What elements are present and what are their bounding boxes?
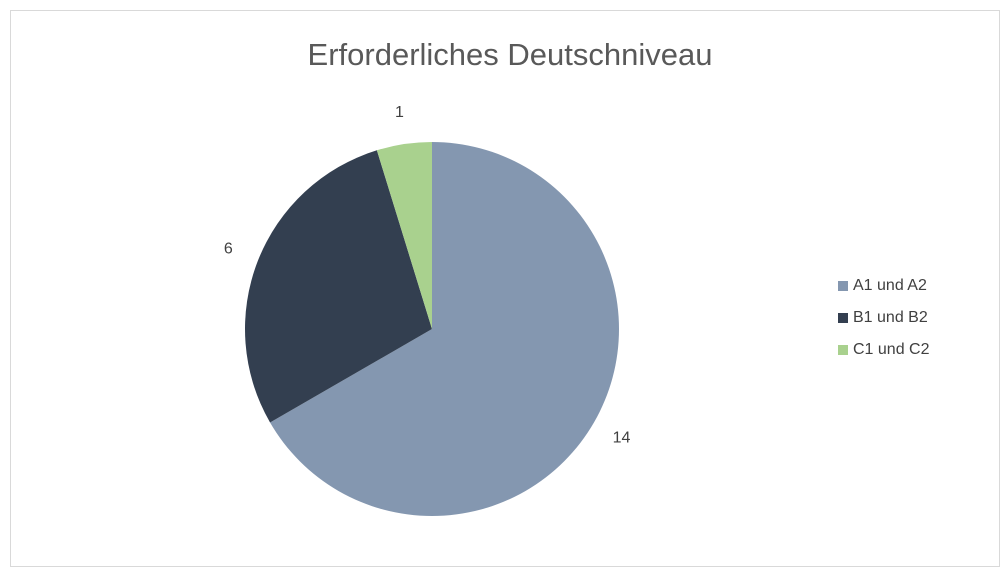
legend-swatch xyxy=(838,281,848,291)
chart-title: Erforderliches Deutschniveau xyxy=(308,37,713,72)
legend-label: A1 und A2 xyxy=(853,277,927,294)
data-label: 14 xyxy=(613,430,631,447)
pie-slice xyxy=(245,150,432,423)
data-label: 1 xyxy=(395,104,404,121)
pie-slice xyxy=(376,142,432,329)
legend-swatch xyxy=(838,345,848,355)
legend-label: B1 und B2 xyxy=(853,309,928,326)
data-label: 6 xyxy=(224,240,233,257)
pie-slice xyxy=(270,142,619,516)
legend-swatch xyxy=(838,313,848,323)
legend-label: C1 und C2 xyxy=(853,341,930,358)
